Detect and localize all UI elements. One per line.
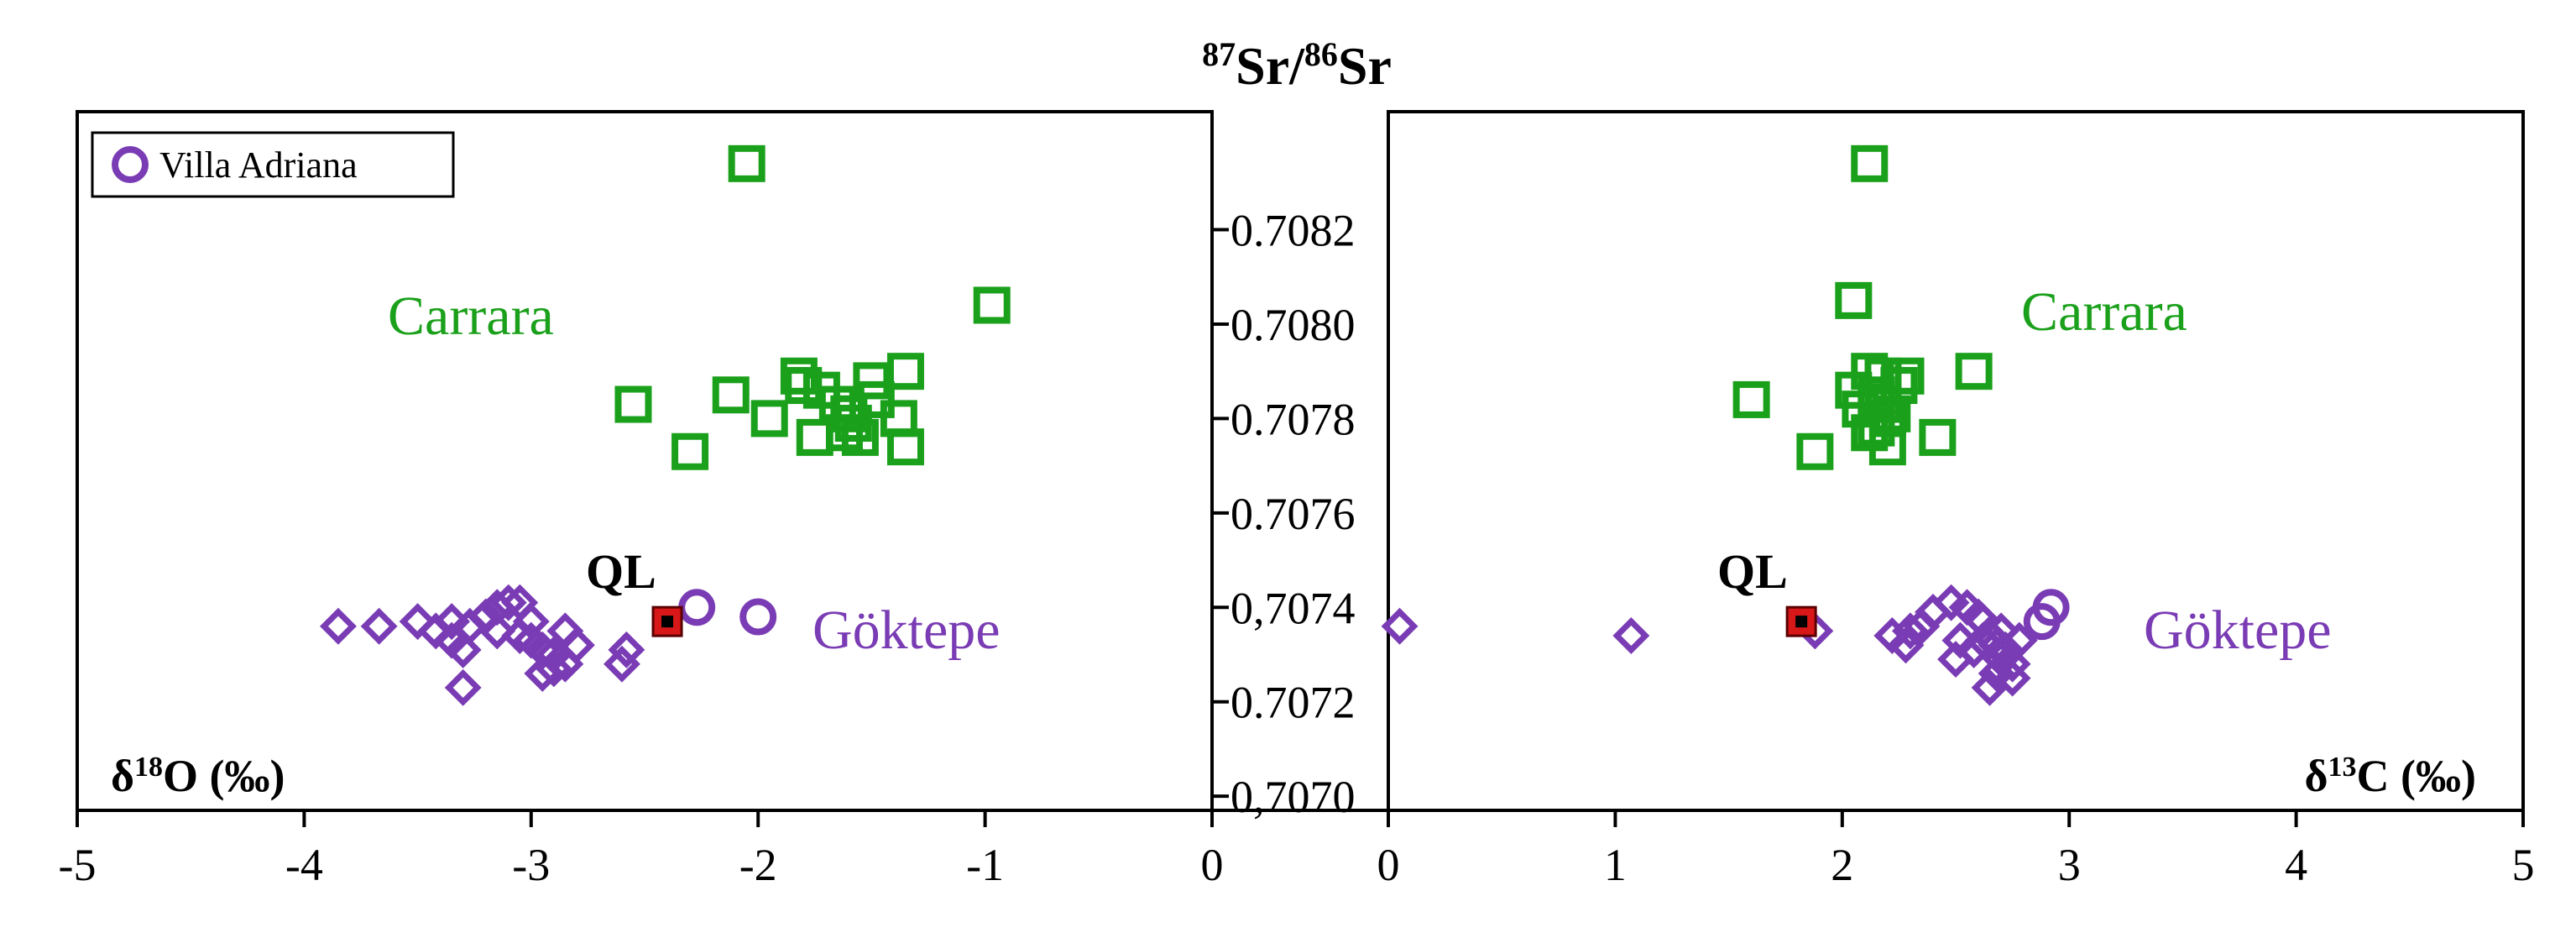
x-tick-label: -1 — [966, 840, 1004, 890]
title-sr-2: Sr — [1338, 36, 1392, 96]
left-carrara-point — [853, 362, 891, 400]
right-g-ktepe-point — [1891, 612, 1929, 650]
right-g-ktepe-point — [1993, 645, 2031, 683]
left-carrara-point — [973, 286, 1011, 324]
left-carrara-point — [750, 400, 788, 438]
y-tick-label: 0.7076 — [1231, 489, 1356, 539]
left-carrara-point — [728, 144, 765, 182]
right-carrara-point — [1919, 418, 1957, 456]
x-tick-label: -5 — [59, 840, 97, 890]
left-g-ktepe-point — [604, 645, 640, 683]
right-carrara-point — [1732, 380, 1770, 418]
x-tick-label: -4 — [285, 840, 323, 890]
left-g-ktepe-point — [512, 603, 550, 641]
title-sup-87: 87 — [1202, 35, 1236, 73]
left-annotation-goktepe: Göktepe — [813, 600, 1001, 661]
right-carrara-point — [1835, 281, 1873, 319]
right-xlabel: δ13C (‰) — [2305, 751, 2477, 801]
left-carrara-point — [834, 405, 872, 443]
x-tick-label: 0 — [1377, 840, 1400, 890]
left-carrara-point — [886, 428, 924, 466]
x-tick-label: 4 — [2285, 840, 2307, 890]
right-xlabel-sup: 13 — [2328, 752, 2357, 783]
left-xlabel-rest: O (‰) — [163, 751, 285, 801]
x-tick-label: 3 — [2058, 840, 2081, 890]
x-tick-label: 0 — [1201, 840, 1224, 890]
x-tick-label: -2 — [739, 840, 777, 890]
y-tick-label: 0.7078 — [1231, 394, 1356, 444]
right-panel-frame — [1387, 110, 2525, 812]
left-g-ktepe-point — [433, 603, 471, 641]
left-ql-point-core — [661, 616, 674, 628]
right-g-ktepe-point — [1964, 603, 2002, 641]
y-tick-label: 0.7080 — [1231, 300, 1356, 350]
left-carrara-point — [712, 376, 750, 414]
legend: Villa Adriana — [91, 131, 455, 198]
x-axis-ticks: -5 -4 -3 -2 -1 0 0 1 2 3 4 5 — [59, 810, 2535, 890]
right-carrara-point — [1887, 357, 1925, 395]
left-villa-adriana-point — [739, 598, 777, 636]
right-annotation-ql: QL — [1717, 544, 1788, 599]
left-carrara-point — [886, 353, 924, 390]
y-tick-label: 0,7070 — [1231, 772, 1356, 822]
right-g-ktepe-point — [1612, 617, 1650, 654]
right-carrara-point — [1796, 432, 1834, 470]
right-villa-adriana-point — [2032, 589, 2070, 626]
x-tick-label: 1 — [1604, 840, 1627, 890]
right-g-ktepe-point — [1937, 641, 1974, 679]
left-g-ktepe-point — [360, 607, 398, 645]
x-tick-label: 2 — [1831, 840, 1853, 890]
x-tick-label: 5 — [2512, 840, 2535, 890]
right-ql-point-core — [1795, 616, 1808, 628]
right-carrara-point — [1851, 144, 1889, 182]
legend-villa-adriana-label: Villa Adriana — [159, 144, 358, 186]
y-tick-label: 0.7082 — [1231, 206, 1356, 256]
right-carrara-point — [1864, 385, 1902, 423]
right-g-ktepe-point — [1993, 659, 2031, 697]
data-marks — [320, 144, 2070, 706]
legend-villa-adriana-marker — [112, 146, 149, 183]
left-xlabel: δ18O (‰) — [111, 751, 285, 801]
title-sr-1: Sr/ — [1236, 36, 1305, 96]
right-xlabel-delta: δ — [2305, 751, 2328, 801]
y-axis-ticks: 0,7070 0.7072 0,7074 0.7076 0.7078 0.7080 0.70… — [1212, 206, 1356, 822]
left-xlabel-delta: δ — [111, 751, 134, 801]
right-g-ktepe-point — [1381, 607, 1419, 645]
left-g-ktepe-point — [320, 607, 357, 645]
left-carrara-point — [796, 418, 833, 456]
left-g-ktepe-point — [444, 631, 482, 668]
left-g-ktepe-point — [489, 584, 527, 621]
left-annotation-ql: QL — [586, 544, 656, 599]
chart-title: 87Sr/86Sr — [1202, 35, 1392, 97]
left-g-ktepe-point — [399, 603, 436, 641]
left-g-ktepe-point — [524, 655, 562, 692]
x-tick-label: -3 — [512, 840, 550, 890]
left-carrara-point — [857, 380, 895, 418]
right-annotation-goktepe: Göktepe — [2144, 600, 2332, 661]
left-g-ktepe-point — [478, 612, 516, 650]
left-carrara-point — [614, 385, 652, 423]
right-carrara-point — [1955, 353, 1993, 390]
right-xlabel-rest: C (‰) — [2357, 751, 2476, 801]
y-tick-label: 0.7072 — [1231, 678, 1356, 728]
left-villa-adriana-point — [678, 589, 716, 626]
left-panel-frame — [76, 110, 1214, 812]
left-g-ktepe-point — [608, 631, 645, 668]
left-annotation-carrara: Carrara — [388, 286, 554, 347]
right-annotation-carrara: Carrara — [2021, 281, 2187, 343]
left-g-ktepe-point — [444, 668, 482, 706]
y-tick-label: 0,7074 — [1231, 583, 1356, 633]
left-xlabel-sup: 18 — [134, 752, 163, 783]
right-carrara-point — [1873, 395, 1911, 432]
left-g-ktepe-point — [546, 612, 584, 650]
legend-box — [91, 131, 455, 198]
title-sup-86: 86 — [1304, 35, 1338, 73]
left-carrara-point — [671, 432, 709, 470]
